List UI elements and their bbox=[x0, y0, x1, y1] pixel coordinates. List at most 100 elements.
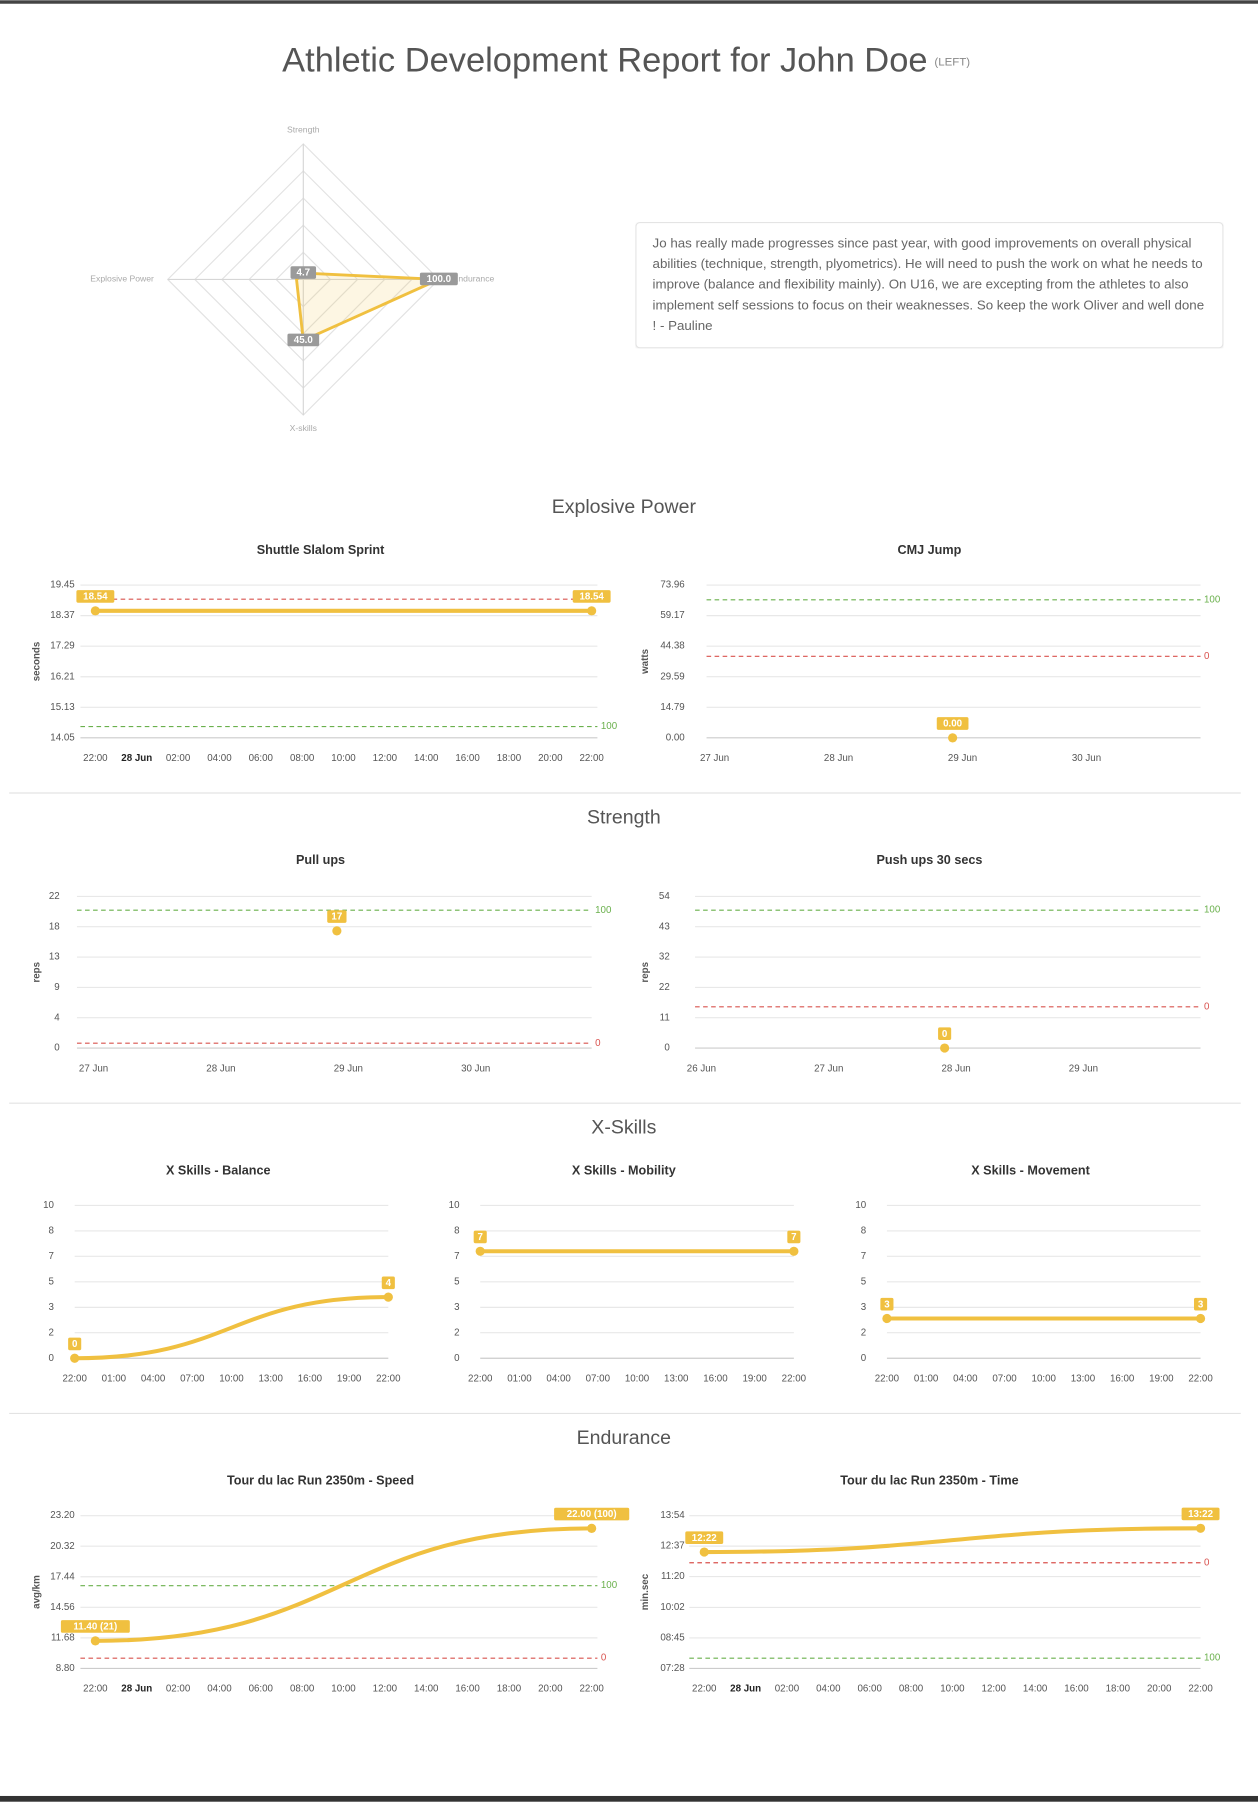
value-label: 17 bbox=[331, 912, 342, 923]
y-tick-label: 59.17 bbox=[660, 610, 684, 621]
top-bar bbox=[0, 0, 1258, 4]
y-tick-label: 11:20 bbox=[661, 1571, 685, 1582]
y-tick-label: 07:28 bbox=[660, 1663, 684, 1674]
y-tick-label: 32 bbox=[659, 952, 670, 963]
y-tick-label: 14.56 bbox=[50, 1602, 74, 1613]
y-tick-label: 10 bbox=[449, 1200, 460, 1211]
x-tick-label: 10:00 bbox=[331, 1684, 356, 1695]
y-tick-label: 17.44 bbox=[50, 1571, 75, 1582]
y-tick-label: 0.00 bbox=[666, 732, 686, 743]
y-tick-label: 13:54 bbox=[660, 1510, 685, 1521]
x-tick-label: 14:00 bbox=[1023, 1684, 1048, 1695]
section-title: Strength bbox=[587, 806, 661, 828]
x-tick-label: 04:00 bbox=[207, 753, 232, 764]
y-tick-label: 5 bbox=[454, 1276, 460, 1287]
x-tick-label: 19:00 bbox=[337, 1374, 362, 1385]
data-point bbox=[587, 1523, 597, 1533]
data-point bbox=[332, 926, 342, 936]
value-label-bg bbox=[572, 590, 611, 603]
x-tick-label: 16:00 bbox=[298, 1374, 323, 1385]
value-label-bg bbox=[327, 910, 347, 923]
data-point bbox=[940, 1043, 950, 1053]
x-tick-label: 22:00 bbox=[83, 1684, 108, 1695]
title-text: Athletic Development Report for John Doe bbox=[282, 41, 927, 79]
x-tick-label: 06:00 bbox=[249, 753, 274, 764]
value-label: 7 bbox=[478, 1232, 483, 1243]
x-tick-label: 04:00 bbox=[953, 1374, 978, 1385]
y-tick-label: 2 bbox=[49, 1327, 54, 1338]
y-tick-label: 10 bbox=[43, 1200, 54, 1211]
x-tick-label: 22:00 bbox=[1188, 1374, 1213, 1385]
x-tick-label: 26 Jun bbox=[687, 1063, 716, 1074]
reference-label: 100 bbox=[1204, 594, 1221, 605]
value-label: 13:22 bbox=[1188, 1509, 1214, 1520]
value-label: 7 bbox=[791, 1232, 796, 1243]
chart-title: Shuttle Slalom Sprint bbox=[257, 543, 385, 557]
value-label-bg bbox=[473, 1230, 487, 1244]
chart-title: X Skills - Mobility bbox=[572, 1163, 676, 1177]
value-label: 0 bbox=[942, 1029, 948, 1040]
y-tick-label: 22 bbox=[49, 891, 60, 902]
section-title: X-Skills bbox=[591, 1117, 656, 1139]
x-tick-label: 14:00 bbox=[414, 753, 439, 764]
y-tick-label: 43 bbox=[659, 921, 670, 932]
x-tick-label: 10:00 bbox=[331, 753, 356, 764]
value-label-bg bbox=[60, 1620, 130, 1633]
chart-title: X Skills - Balance bbox=[166, 1163, 271, 1177]
y-tick-label: 13 bbox=[49, 952, 60, 963]
y-tick-label: 19.45 bbox=[50, 580, 75, 591]
x-tick-label: 06:00 bbox=[249, 1684, 274, 1695]
x-tick-label: 27 Jun bbox=[79, 1063, 108, 1074]
y-axis-label: reps bbox=[31, 961, 42, 982]
y-tick-label: 7 bbox=[49, 1251, 54, 1262]
y-axis-label: reps bbox=[640, 961, 651, 982]
y-tick-label: 9 bbox=[54, 982, 59, 993]
comment-box: Jo has really made progresses since past… bbox=[635, 222, 1224, 349]
radar-value-label-bg bbox=[290, 266, 317, 279]
reference-label: 0 bbox=[595, 1038, 601, 1049]
radar-value-label-bg bbox=[419, 272, 458, 286]
y-tick-label: 8 bbox=[454, 1226, 459, 1237]
y-tick-label: 11.68 bbox=[51, 1632, 75, 1643]
value-label: 11.40 (21) bbox=[73, 1622, 117, 1633]
x-tick-label: 28 Jun bbox=[824, 753, 853, 764]
x-tick-label: 07:00 bbox=[992, 1374, 1017, 1385]
y-tick-label: 18.37 bbox=[50, 610, 74, 621]
y-tick-label: 22 bbox=[659, 982, 670, 993]
data-point bbox=[1195, 1523, 1206, 1533]
y-axis-label: avg/km bbox=[31, 1575, 42, 1609]
y-tick-label: 0 bbox=[49, 1353, 55, 1364]
x-tick-label: 07:00 bbox=[586, 1374, 611, 1385]
value-label: 18.54 bbox=[83, 592, 108, 603]
x-tick-label: 19:00 bbox=[742, 1374, 767, 1385]
x-tick-label: 01:00 bbox=[914, 1374, 939, 1385]
x-tick-label: 01:00 bbox=[102, 1374, 127, 1385]
x-tick-label: 22:00 bbox=[579, 753, 604, 764]
chart-title: Tour du lac Run 2350m - Speed bbox=[227, 1474, 414, 1488]
x-tick-label: 30 Jun bbox=[461, 1063, 490, 1074]
value-label: 0 bbox=[72, 1339, 78, 1350]
x-tick-label: 16:00 bbox=[703, 1374, 728, 1385]
x-tick-label: 22:00 bbox=[782, 1374, 807, 1385]
y-tick-label: 16.21 bbox=[50, 671, 74, 682]
y-tick-label: 0 bbox=[664, 1043, 670, 1054]
y-tick-label: 10:02 bbox=[660, 1602, 684, 1613]
y-tick-label: 44.38 bbox=[660, 641, 684, 652]
x-tick-label: 02:00 bbox=[166, 1684, 191, 1695]
value-label: 3 bbox=[884, 1299, 890, 1310]
x-tick-label: 18:00 bbox=[1106, 1684, 1131, 1695]
x-tick-label: 20:00 bbox=[1147, 1684, 1172, 1695]
x-tick-label: 06:00 bbox=[857, 1684, 882, 1695]
chart-title: Tour du lac Run 2350m - Time bbox=[840, 1474, 1018, 1488]
x-tick-label: 18:00 bbox=[497, 753, 522, 764]
x-tick-label: 20:00 bbox=[538, 753, 563, 764]
value-label-bg bbox=[554, 1507, 630, 1521]
x-tick-label: 22:00 bbox=[62, 1374, 87, 1385]
x-tick-label: 10:00 bbox=[940, 1684, 965, 1695]
side-label: (LEFT) bbox=[934, 56, 970, 68]
value-label: 22.00 (100) bbox=[567, 1509, 617, 1520]
x-tick-label: 01:00 bbox=[507, 1374, 532, 1385]
x-tick-label: 27 Jun bbox=[814, 1063, 843, 1074]
series-line bbox=[93, 1526, 594, 1643]
